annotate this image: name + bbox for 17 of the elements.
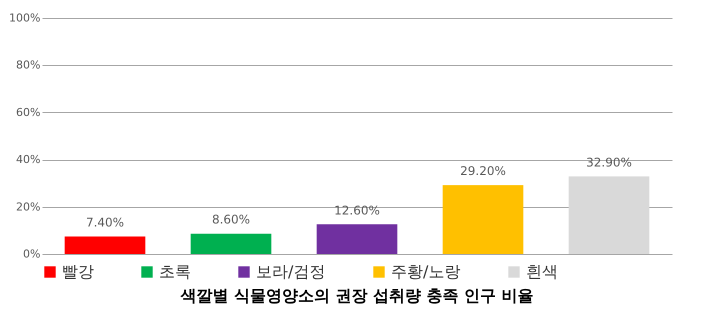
y-tick-label: 20%: [16, 200, 40, 214]
y-tick-label: 0%: [23, 248, 40, 260]
legend-label: 보라/검정: [256, 262, 326, 281]
legend-label: 주황/노랑: [391, 262, 460, 281]
y-tick-label: 40%: [16, 153, 40, 166]
data-label: 8.60%: [212, 212, 250, 227]
legend-label: 빨강: [62, 262, 94, 281]
data-label: 7.40%: [86, 216, 124, 230]
y-tick-label: 60%: [16, 106, 40, 119]
text: 색깔별 식물영양소의 권장 섭취량 충족 인구 비율: [179, 286, 534, 305]
legend-label: 흰색: [526, 262, 558, 281]
y-tick-label: 100%: [9, 12, 40, 24]
y-tick-label: 80%: [16, 58, 40, 72]
data-label: 29.20%: [460, 164, 506, 178]
legend-label: 초록: [159, 262, 191, 281]
data-label: 12.60%: [334, 203, 380, 218]
data-label: 32.90%: [586, 155, 632, 170]
